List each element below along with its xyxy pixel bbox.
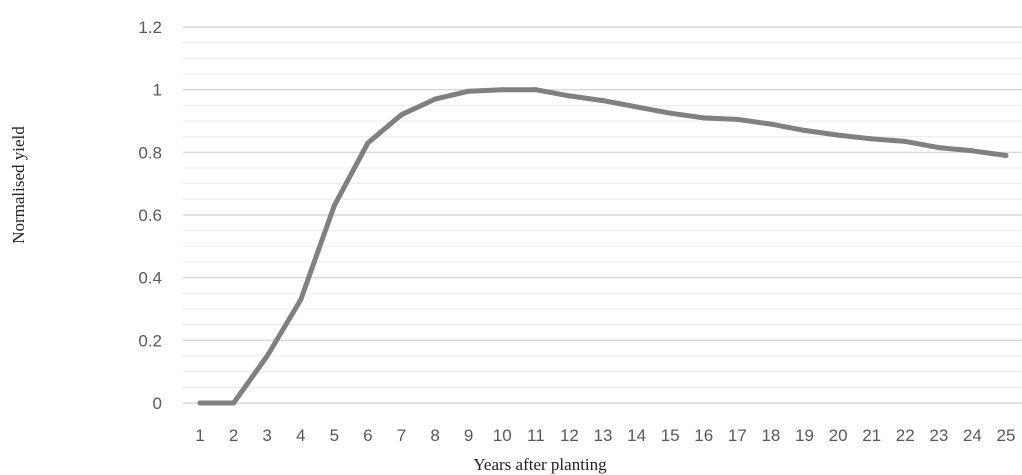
data-point [533, 87, 539, 93]
data-point [499, 87, 505, 93]
x-tick-label: 18 [761, 426, 780, 445]
x-tick-label: 15 [661, 426, 680, 445]
x-tick-label: 9 [464, 426, 473, 445]
y-tick-label: 1 [153, 81, 162, 100]
x-tick-label: 25 [997, 426, 1016, 445]
data-point [231, 400, 237, 406]
data-point [701, 115, 707, 121]
x-tick-label: 20 [829, 426, 848, 445]
x-tick-label: 17 [728, 426, 747, 445]
y-axis-title: Normalised yield [9, 126, 28, 244]
data-point [1003, 152, 1009, 158]
data-point [634, 104, 640, 110]
series-layer [197, 87, 1009, 406]
x-tick-label: 21 [862, 426, 881, 445]
x-tick-label: 11 [527, 426, 545, 445]
x-axis-title: Years after planting [473, 455, 607, 474]
data-point [600, 98, 606, 104]
y-tick-label: 0.2 [138, 331, 162, 350]
data-point [264, 353, 270, 359]
data-point [667, 110, 673, 116]
x-tick-label: 7 [397, 426, 406, 445]
x-tick-label: 24 [963, 426, 982, 445]
data-point [432, 96, 438, 102]
x-tick-label: 10 [493, 426, 512, 445]
x-tick-label: 13 [594, 426, 613, 445]
gridlines [183, 26, 1022, 404]
y-tick-label: 0.4 [138, 269, 162, 288]
data-point [466, 88, 472, 94]
x-tick-label: 22 [896, 426, 915, 445]
data-point [768, 121, 774, 127]
x-axis-ticks: 1 2 3 4 5 6 7 8 9 10 11 12 13 14 15 16 17 18 19 20 21 22 23 24 2… [195, 426, 1015, 445]
y-axis-ticks: 0 0.2 0.4 0.6 0.8 1 1.2 [138, 18, 162, 413]
x-tick-label: 1 [195, 426, 204, 445]
data-point [298, 297, 304, 303]
data-point [331, 203, 337, 209]
x-tick-label: 14 [627, 426, 646, 445]
data-point [197, 400, 203, 406]
x-tick-label: 19 [795, 426, 814, 445]
x-tick-label: 8 [430, 426, 439, 445]
x-tick-label: 23 [929, 426, 948, 445]
data-point [835, 132, 841, 138]
x-tick-label: 3 [262, 426, 271, 445]
data-point [969, 148, 975, 154]
data-point [802, 127, 807, 133]
y-tick-label: 0.8 [138, 143, 162, 162]
x-tick-label: 6 [363, 426, 372, 445]
data-point [734, 116, 740, 122]
x-tick-label: 4 [296, 426, 305, 445]
x-tick-label: 16 [694, 426, 713, 445]
data-point [365, 140, 371, 146]
x-tick-label: 12 [560, 426, 579, 445]
y-tick-label: 0 [153, 394, 162, 413]
x-tick-label: 5 [330, 426, 339, 445]
y-tick-label: 0.6 [138, 206, 162, 225]
y-tick-label: 1.2 [138, 18, 162, 37]
data-point [399, 112, 404, 118]
data-point [902, 138, 908, 144]
data-point [936, 145, 942, 151]
data-point [869, 136, 875, 142]
x-tick-label: 2 [229, 426, 238, 445]
data-point [566, 93, 572, 99]
